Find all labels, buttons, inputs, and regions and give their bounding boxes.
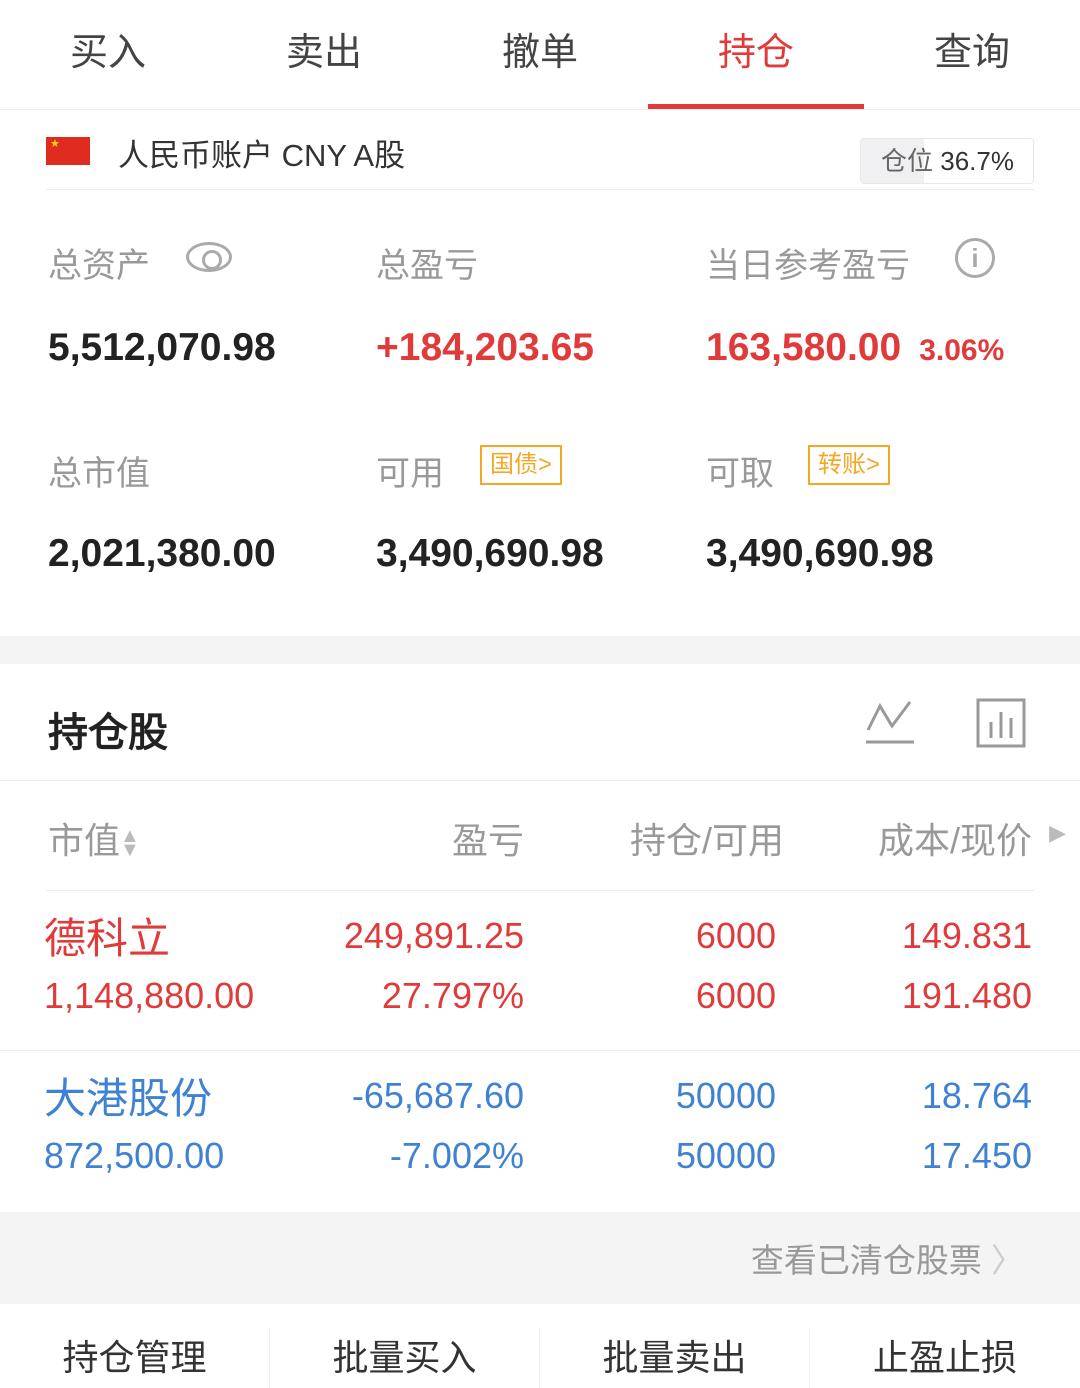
stock-name: 大港股份	[44, 1075, 213, 1122]
col-pnl[interactable]: 盈亏	[451, 820, 524, 861]
stock-position: 6000	[695, 915, 776, 956]
withdrawable-value: 3,490,690.98	[706, 532, 934, 575]
line-chart-icon[interactable]	[864, 698, 916, 746]
available-value: 3,490,690.98	[376, 532, 604, 575]
stock-name: 德科立	[44, 915, 171, 962]
batch-buy-button[interactable]: 批量买入	[270, 1328, 540, 1388]
stock-pnl: -65,687.60	[351, 1075, 524, 1116]
position-ratio: 仓位 36.7%	[860, 138, 1034, 184]
col-market-value-label: 市值	[48, 820, 121, 861]
market-value: 2,021,380.00	[48, 532, 276, 575]
daily-pnl-value: 163,580.00	[706, 326, 902, 369]
holdings-title: 持仓股	[48, 711, 168, 755]
sort-icon: ▲ ▼	[120, 825, 140, 862]
available-label: 可用	[376, 455, 444, 493]
total-pnl-label: 总盈亏	[376, 247, 478, 285]
cleared-stocks-link[interactable]: 查看已清仓股票 〉	[751, 1234, 1024, 1282]
section-divider	[0, 636, 1080, 664]
eye-icon[interactable]	[186, 242, 232, 272]
total-pnl-value: +184,203.65	[376, 326, 594, 369]
col-market-value[interactable]: 市值▲ ▼	[48, 812, 140, 864]
tab-sell[interactable]: 卖出	[285, 32, 362, 74]
stock-cost: 18.764	[921, 1075, 1032, 1116]
position-management-button[interactable]: 持仓管理	[0, 1328, 270, 1388]
position-value: 36.7%	[940, 146, 1014, 176]
scroll-right-icon[interactable]: ▶	[1049, 820, 1066, 845]
divider	[46, 890, 1034, 891]
info-icon[interactable]: i	[955, 238, 995, 278]
tab-query[interactable]: 查询	[933, 32, 1010, 74]
stock-market-value: 872,500.00	[44, 1135, 225, 1176]
daily-pnl: 163,580.00 3.06%	[706, 326, 1004, 370]
cleared-stocks-label: 查看已清仓股票	[750, 1242, 982, 1279]
stock-market-value: 1,148,880.00	[44, 975, 255, 1016]
tab-holdings[interactable]: 持仓	[648, 0, 864, 109]
divider	[0, 1050, 1080, 1051]
top-tabs: 买入 卖出 撤单 持仓 查询	[0, 0, 1080, 110]
bar-chart-icon[interactable]	[976, 698, 1026, 748]
daily-pnl-label: 当日参考盈亏	[706, 247, 910, 285]
cleared-stocks-bar: 查看已清仓股票 〉	[0, 1212, 1080, 1304]
col-cost-price[interactable]: 成本/现价	[877, 820, 1032, 861]
transfer-button[interactable]: 转账>	[808, 445, 891, 485]
china-flag-icon	[46, 137, 90, 165]
stock-pnl-pct: -7.002%	[389, 1135, 524, 1176]
position-label: 仓位	[881, 146, 934, 176]
stock-available: 6000	[695, 975, 776, 1016]
divider	[0, 780, 1080, 781]
withdrawable-label: 可取	[706, 455, 774, 493]
stock-pnl: 249,891.25	[343, 915, 524, 956]
col-position[interactable]: 持仓/可用	[629, 820, 784, 861]
daily-pnl-pct: 3.06%	[919, 334, 1005, 367]
total-assets-label: 总资产	[48, 247, 150, 285]
stock-available: 50000	[675, 1135, 776, 1176]
stock-price: 17.450	[921, 1135, 1032, 1176]
stock-price: 191.480	[901, 975, 1032, 1016]
market-value-label: 总市值	[48, 455, 150, 493]
tab-cancel[interactable]: 撤单	[501, 32, 578, 74]
stock-pnl-pct: 27.797%	[381, 975, 524, 1016]
stop-profit-loss-button[interactable]: 止盈止损	[872, 1337, 1017, 1378]
batch-sell-button[interactable]: 批量卖出	[540, 1328, 810, 1388]
stock-cost: 149.831	[901, 915, 1032, 956]
tab-buy[interactable]: 买入	[69, 32, 146, 74]
account-bar: 人民币账户 CNY A股 仓位 36.7%	[46, 112, 1034, 190]
account-name[interactable]: 人民币账户 CNY A股	[118, 138, 406, 173]
chevron-right-icon: 〉	[991, 1242, 1024, 1279]
stock-position: 50000	[675, 1075, 776, 1116]
bottom-actions: 持仓管理 批量买入 批量卖出 止盈止损	[0, 1328, 1080, 1388]
treasury-bond-button[interactable]: 国债>	[480, 445, 563, 485]
total-assets-value: 5,512,070.98	[48, 326, 276, 369]
